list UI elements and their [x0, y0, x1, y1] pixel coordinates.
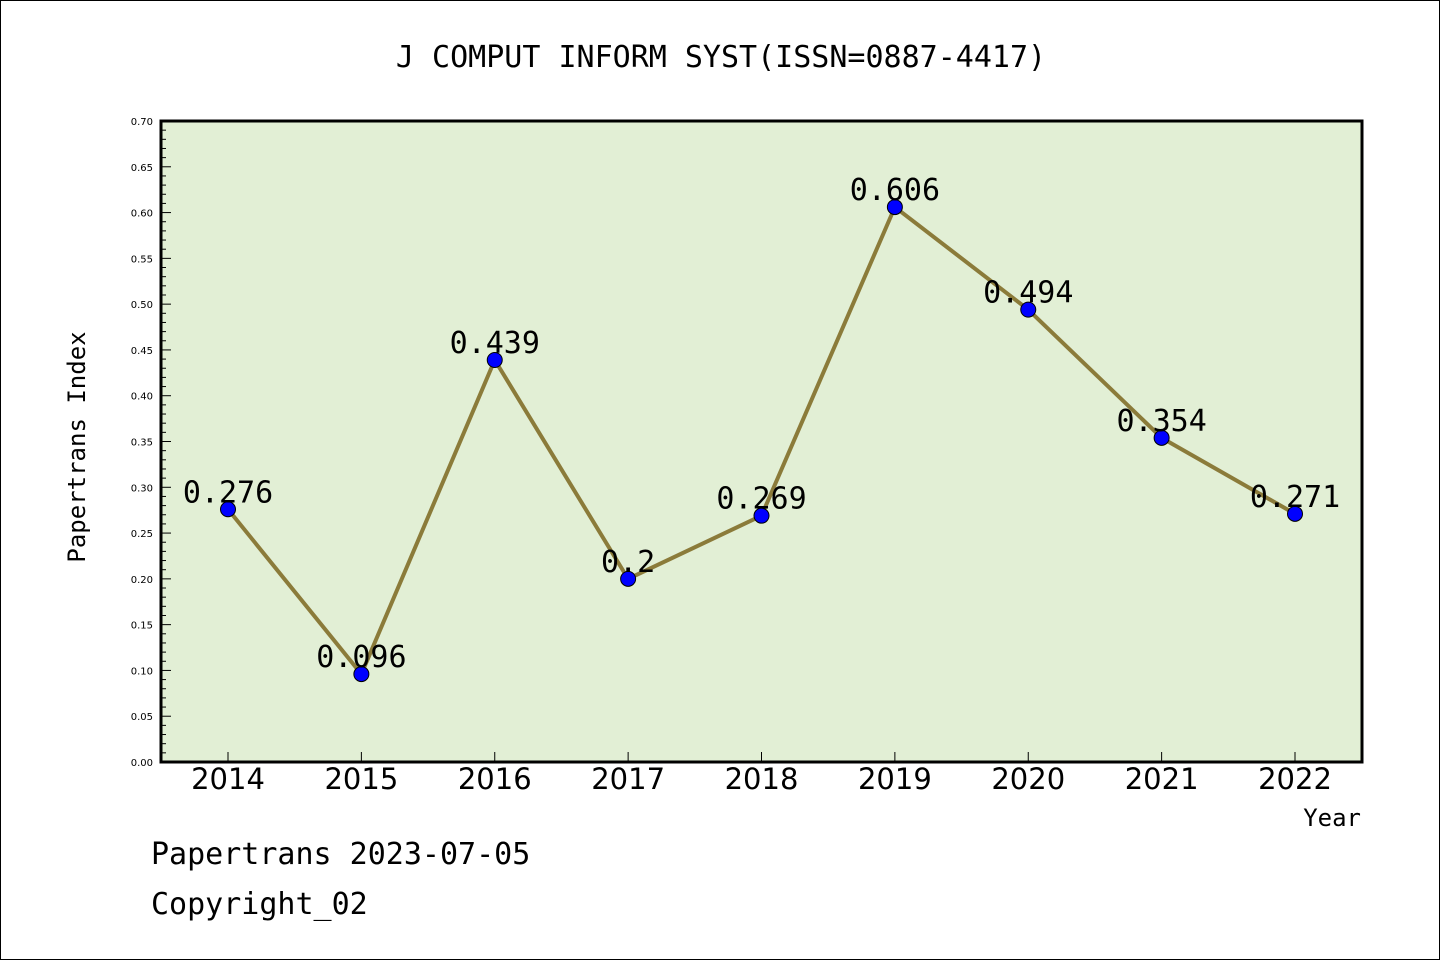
footer-date: Papertrans 2023-07-05 [151, 837, 531, 872]
y-tick-label: 0.00 [131, 758, 153, 769]
x-tick-label: 2015 [324, 762, 398, 796]
y-tick-label: 0.10 [131, 666, 153, 677]
data-point-marker [753, 507, 770, 524]
x-tick-label: 2022 [1258, 762, 1332, 796]
data-label: 0.606 [850, 173, 940, 208]
y-tick-label: 0.45 [131, 346, 153, 357]
data-label-group: 0.276 0.096 0.439 0.2 0.269 0.606 0.494 0.354 0.… [183, 173, 1340, 675]
y-axis: 0.00 0.05 0.10 0.15 0.20 0.25 0.30 0.35 0.40 0.45… [131, 117, 171, 769]
data-label: 0.2 [601, 545, 655, 580]
data-point-marker [353, 666, 370, 683]
x-tick-label: 2018 [725, 762, 799, 796]
data-point-marker [1020, 301, 1037, 318]
y-tick-label: 0.40 [131, 392, 153, 403]
data-point-marker [220, 501, 236, 518]
x-tick-label: 2016 [458, 762, 532, 796]
data-label: 0.439 [450, 326, 540, 361]
y-tick-label: 0.65 [131, 163, 153, 174]
data-point-marker [486, 352, 503, 369]
y-tick-label: 0.25 [131, 529, 153, 540]
y-tick-label: 0.15 [131, 621, 153, 632]
data-point-marker [1287, 505, 1303, 522]
x-tick-label: 2021 [1125, 762, 1199, 796]
chart-title: J COMPUT INFORM SYST(ISSN=0887-4417) [396, 40, 1046, 75]
footer-copyright: Copyright_02 [151, 887, 368, 922]
y-tick-label: 0.70 [131, 117, 153, 128]
data-label: 0.271 [1250, 480, 1340, 515]
y-axis-title: Papertrans Index [63, 331, 91, 562]
data-point-marker [886, 199, 903, 216]
series-line-group [220, 199, 1303, 683]
y-tick-label: 0.35 [131, 438, 153, 449]
x-tick-label: 2014 [191, 762, 265, 796]
x-tick-label: 2019 [858, 762, 932, 796]
data-point-marker [620, 570, 637, 587]
x-axis: 2014 2015 2016 2017 2018 2019 2020 2021 2022 [191, 752, 1332, 796]
y-tick-label: 0.60 [131, 209, 153, 220]
data-label: 0.354 [1116, 404, 1206, 439]
data-label: 0.269 [716, 482, 806, 517]
x-tick-label: 2017 [591, 762, 665, 796]
data-label: 0.494 [983, 276, 1073, 311]
data-label: 0.096 [316, 640, 406, 675]
data-label: 0.276 [183, 475, 273, 510]
y-tick-label: 0.50 [131, 300, 153, 311]
data-point-marker [1153, 429, 1170, 446]
y-tick-label: 0.55 [131, 254, 153, 265]
x-axis-title: Year [1303, 804, 1361, 832]
y-tick-label: 0.05 [131, 712, 153, 723]
y-tick-label: 0.30 [131, 483, 153, 494]
y-tick-label: 0.20 [131, 575, 153, 586]
x-tick-label: 2020 [991, 762, 1065, 796]
